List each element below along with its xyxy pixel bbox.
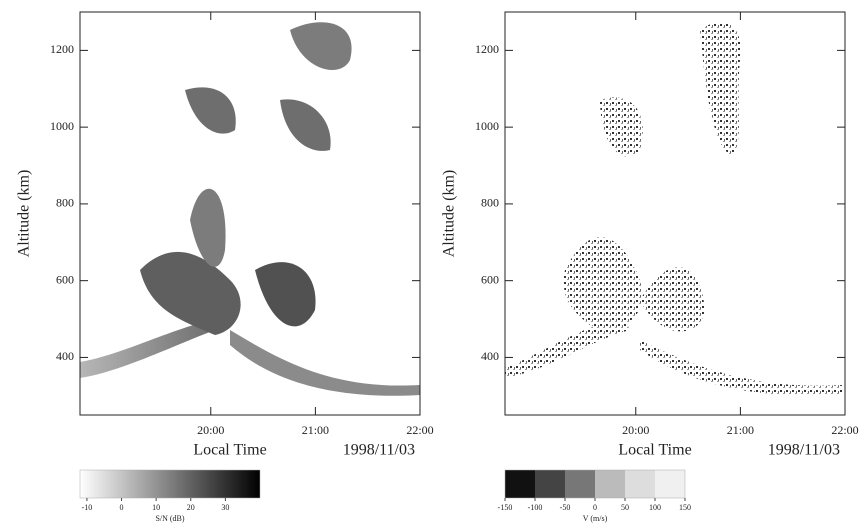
y-tick-label: 600	[56, 272, 74, 286]
y-tick-label: 600	[481, 272, 499, 286]
colorbar-frame	[79, 469, 261, 499]
colorbar-tick-label: 50	[621, 503, 629, 512]
colorbar-tick-label: -10	[82, 503, 93, 512]
colorbar-tick-label: 20	[187, 503, 195, 512]
x-tick-label: 20:00	[197, 423, 224, 437]
colorbar-tick-label: -100	[528, 503, 543, 512]
x-tick-label: 22:00	[831, 423, 858, 437]
y-tick-label: 1000	[50, 119, 74, 133]
colorbar-segment	[625, 470, 655, 498]
x-axis-label: Local Time	[193, 442, 266, 459]
y-axis-label: Altitude (km)	[16, 170, 33, 258]
y-tick-label: 1200	[475, 42, 499, 56]
colorbar-label: V (m/s)	[583, 514, 608, 523]
colorbar-tick-label: 100	[649, 503, 661, 512]
x-tick-label: 20:00	[622, 423, 649, 437]
colorbar-label: S/N (dB)	[155, 514, 184, 523]
date-label: 1998/11/03	[343, 442, 415, 459]
x-tick-label: 22:00	[406, 423, 433, 437]
colorbar-segment	[595, 470, 625, 498]
colorbar-tick-label: -150	[498, 503, 513, 512]
plot-frame	[79, 11, 421, 416]
echo-left	[80, 22, 420, 396]
colorbar-tick-label: 150	[679, 503, 691, 512]
colorbar-segment	[655, 470, 685, 498]
x-tick-label: 21:00	[727, 423, 754, 437]
y-tick-label: 1200	[50, 42, 74, 56]
y-tick-label: 1000	[475, 119, 499, 133]
colorbar-segment	[505, 470, 535, 498]
colorbar-tick-label: -50	[560, 503, 571, 512]
echo-right	[505, 22, 843, 396]
date-label: 1998/11/03	[768, 442, 840, 459]
colorbar-tick-label: 10	[152, 503, 160, 512]
colorbar-tick-label: 0	[593, 503, 597, 512]
plot-frame	[504, 11, 846, 416]
colorbar-tick-label: 30	[221, 503, 229, 512]
y-tick-label: 800	[481, 196, 499, 210]
x-axis-label: Local Time	[618, 442, 691, 459]
x-tick-label: 21:00	[302, 423, 329, 437]
colorbar-segment	[535, 470, 565, 498]
y-tick-label: 400	[481, 349, 499, 363]
y-axis-label: Altitude (km)	[441, 170, 458, 258]
colorbar-segment	[565, 470, 595, 498]
y-tick-label: 800	[56, 196, 74, 210]
colorbar-tick-label: 0	[120, 503, 124, 512]
colorbar	[80, 470, 260, 498]
y-tick-label: 400	[56, 349, 74, 363]
